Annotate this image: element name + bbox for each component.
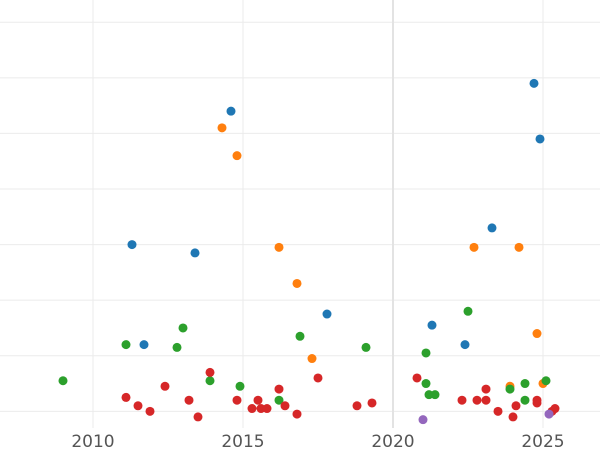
data-point-s3-29 (550, 404, 560, 414)
data-point-s1-2 (274, 242, 284, 252)
data-point-s0-3 (226, 106, 236, 116)
data-point-s3-14 (292, 409, 302, 419)
data-point-s1-8 (532, 329, 542, 339)
data-point-s3-25 (511, 401, 521, 411)
data-point-s3-6 (205, 367, 215, 377)
data-point-s3-13 (280, 401, 290, 411)
data-point-s3-1 (133, 401, 143, 411)
data-point-s3-15 (313, 373, 323, 383)
data-point-s1-5 (469, 242, 479, 252)
data-point-s3-8 (247, 404, 257, 414)
data-point-s3-17 (367, 398, 377, 408)
data-point-s2-14 (505, 384, 515, 394)
data-point-s0-0 (127, 240, 137, 250)
data-point-s3-19 (457, 395, 467, 405)
data-point-s2-7 (295, 331, 305, 341)
data-point-s0-6 (460, 340, 470, 350)
data-point-s0-7 (487, 223, 497, 233)
data-point-s2-10 (421, 379, 431, 389)
data-point-s4-1 (544, 409, 554, 419)
data-point-s3-16 (352, 401, 362, 411)
data-point-s0-1 (139, 340, 149, 350)
data-point-s2-1 (121, 340, 131, 350)
x-axis-ticks: 2010 2015 2020 2025 (71, 432, 564, 450)
data-points (58, 78, 560, 425)
data-point-s3-24 (508, 412, 518, 422)
data-point-s2-4 (205, 376, 215, 386)
data-point-s3-12 (274, 384, 284, 394)
data-point-s2-0 (58, 376, 68, 386)
x-tick-label-2: 2020 (371, 432, 414, 450)
data-point-s3-2 (145, 406, 155, 416)
data-point-s3-0 (121, 392, 131, 402)
data-point-s1-0 (217, 123, 227, 133)
data-point-s3-20 (472, 395, 482, 405)
data-point-s1-7 (514, 242, 524, 252)
data-point-s2-17 (541, 376, 551, 386)
data-point-s1-3 (292, 278, 302, 288)
data-point-s2-12 (430, 390, 440, 400)
x-tick-label-0: 2010 (71, 432, 114, 450)
data-point-s2-3 (178, 323, 188, 333)
data-point-s3-7 (232, 395, 242, 405)
data-point-s2-8 (361, 342, 371, 352)
data-point-s3-21 (481, 395, 491, 405)
data-point-s3-27 (532, 395, 542, 405)
data-point-s1-4 (307, 354, 317, 364)
data-point-s0-8 (529, 78, 539, 88)
data-point-s3-11 (262, 404, 272, 414)
grid (0, 0, 600, 428)
data-point-s0-4 (322, 309, 332, 319)
data-point-s3-23 (493, 406, 503, 416)
data-point-s2-5 (235, 381, 245, 391)
data-point-s2-13 (463, 306, 473, 316)
data-point-s2-6 (274, 395, 284, 405)
data-point-s2-2 (172, 342, 182, 352)
data-point-s0-5 (427, 320, 437, 330)
data-point-s2-15 (520, 379, 530, 389)
data-point-s0-2 (190, 248, 200, 258)
data-point-s0-9 (535, 134, 545, 144)
data-point-s2-9 (421, 348, 431, 358)
x-tick-label-3: 2025 (521, 432, 564, 450)
data-point-s3-22 (481, 384, 491, 394)
x-tick-label-1: 2015 (221, 432, 264, 450)
data-point-s1-1 (232, 151, 242, 161)
data-point-s3-4 (184, 395, 194, 405)
data-point-s3-9 (253, 395, 263, 405)
data-point-s4-0 (418, 415, 428, 425)
data-point-s3-18 (412, 373, 422, 383)
data-point-s3-5 (193, 412, 203, 422)
data-point-s3-3 (160, 381, 170, 391)
data-point-s2-16 (520, 395, 530, 405)
